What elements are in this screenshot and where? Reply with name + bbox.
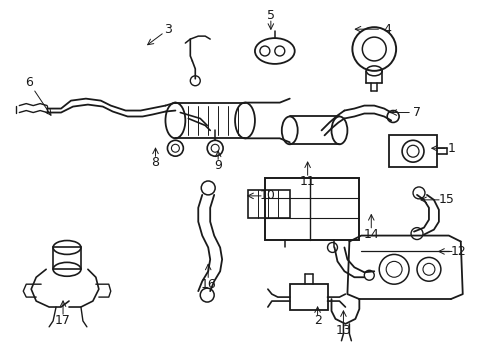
Text: 1: 1: [447, 142, 455, 155]
Bar: [388, 135, 436, 167]
Text: 7: 7: [412, 106, 420, 119]
Bar: [264, 178, 359, 239]
Text: 13: 13: [335, 324, 350, 337]
Text: 14: 14: [363, 228, 378, 241]
Bar: [53, 247, 81, 269]
Text: 4: 4: [383, 23, 390, 36]
Bar: [289, 284, 327, 310]
Text: 8: 8: [151, 156, 159, 168]
Text: 5: 5: [266, 9, 274, 22]
Text: 12: 12: [450, 245, 466, 258]
Text: 3: 3: [164, 23, 172, 36]
Text: 16: 16: [200, 278, 216, 291]
Text: 6: 6: [25, 76, 33, 89]
Bar: [247, 190, 289, 218]
Text: 9: 9: [214, 159, 222, 172]
Text: 17: 17: [55, 314, 71, 327]
Text: 15: 15: [438, 193, 454, 206]
Text: 11: 11: [299, 175, 315, 189]
Text: 10: 10: [260, 189, 275, 202]
Text: 2: 2: [313, 314, 321, 327]
